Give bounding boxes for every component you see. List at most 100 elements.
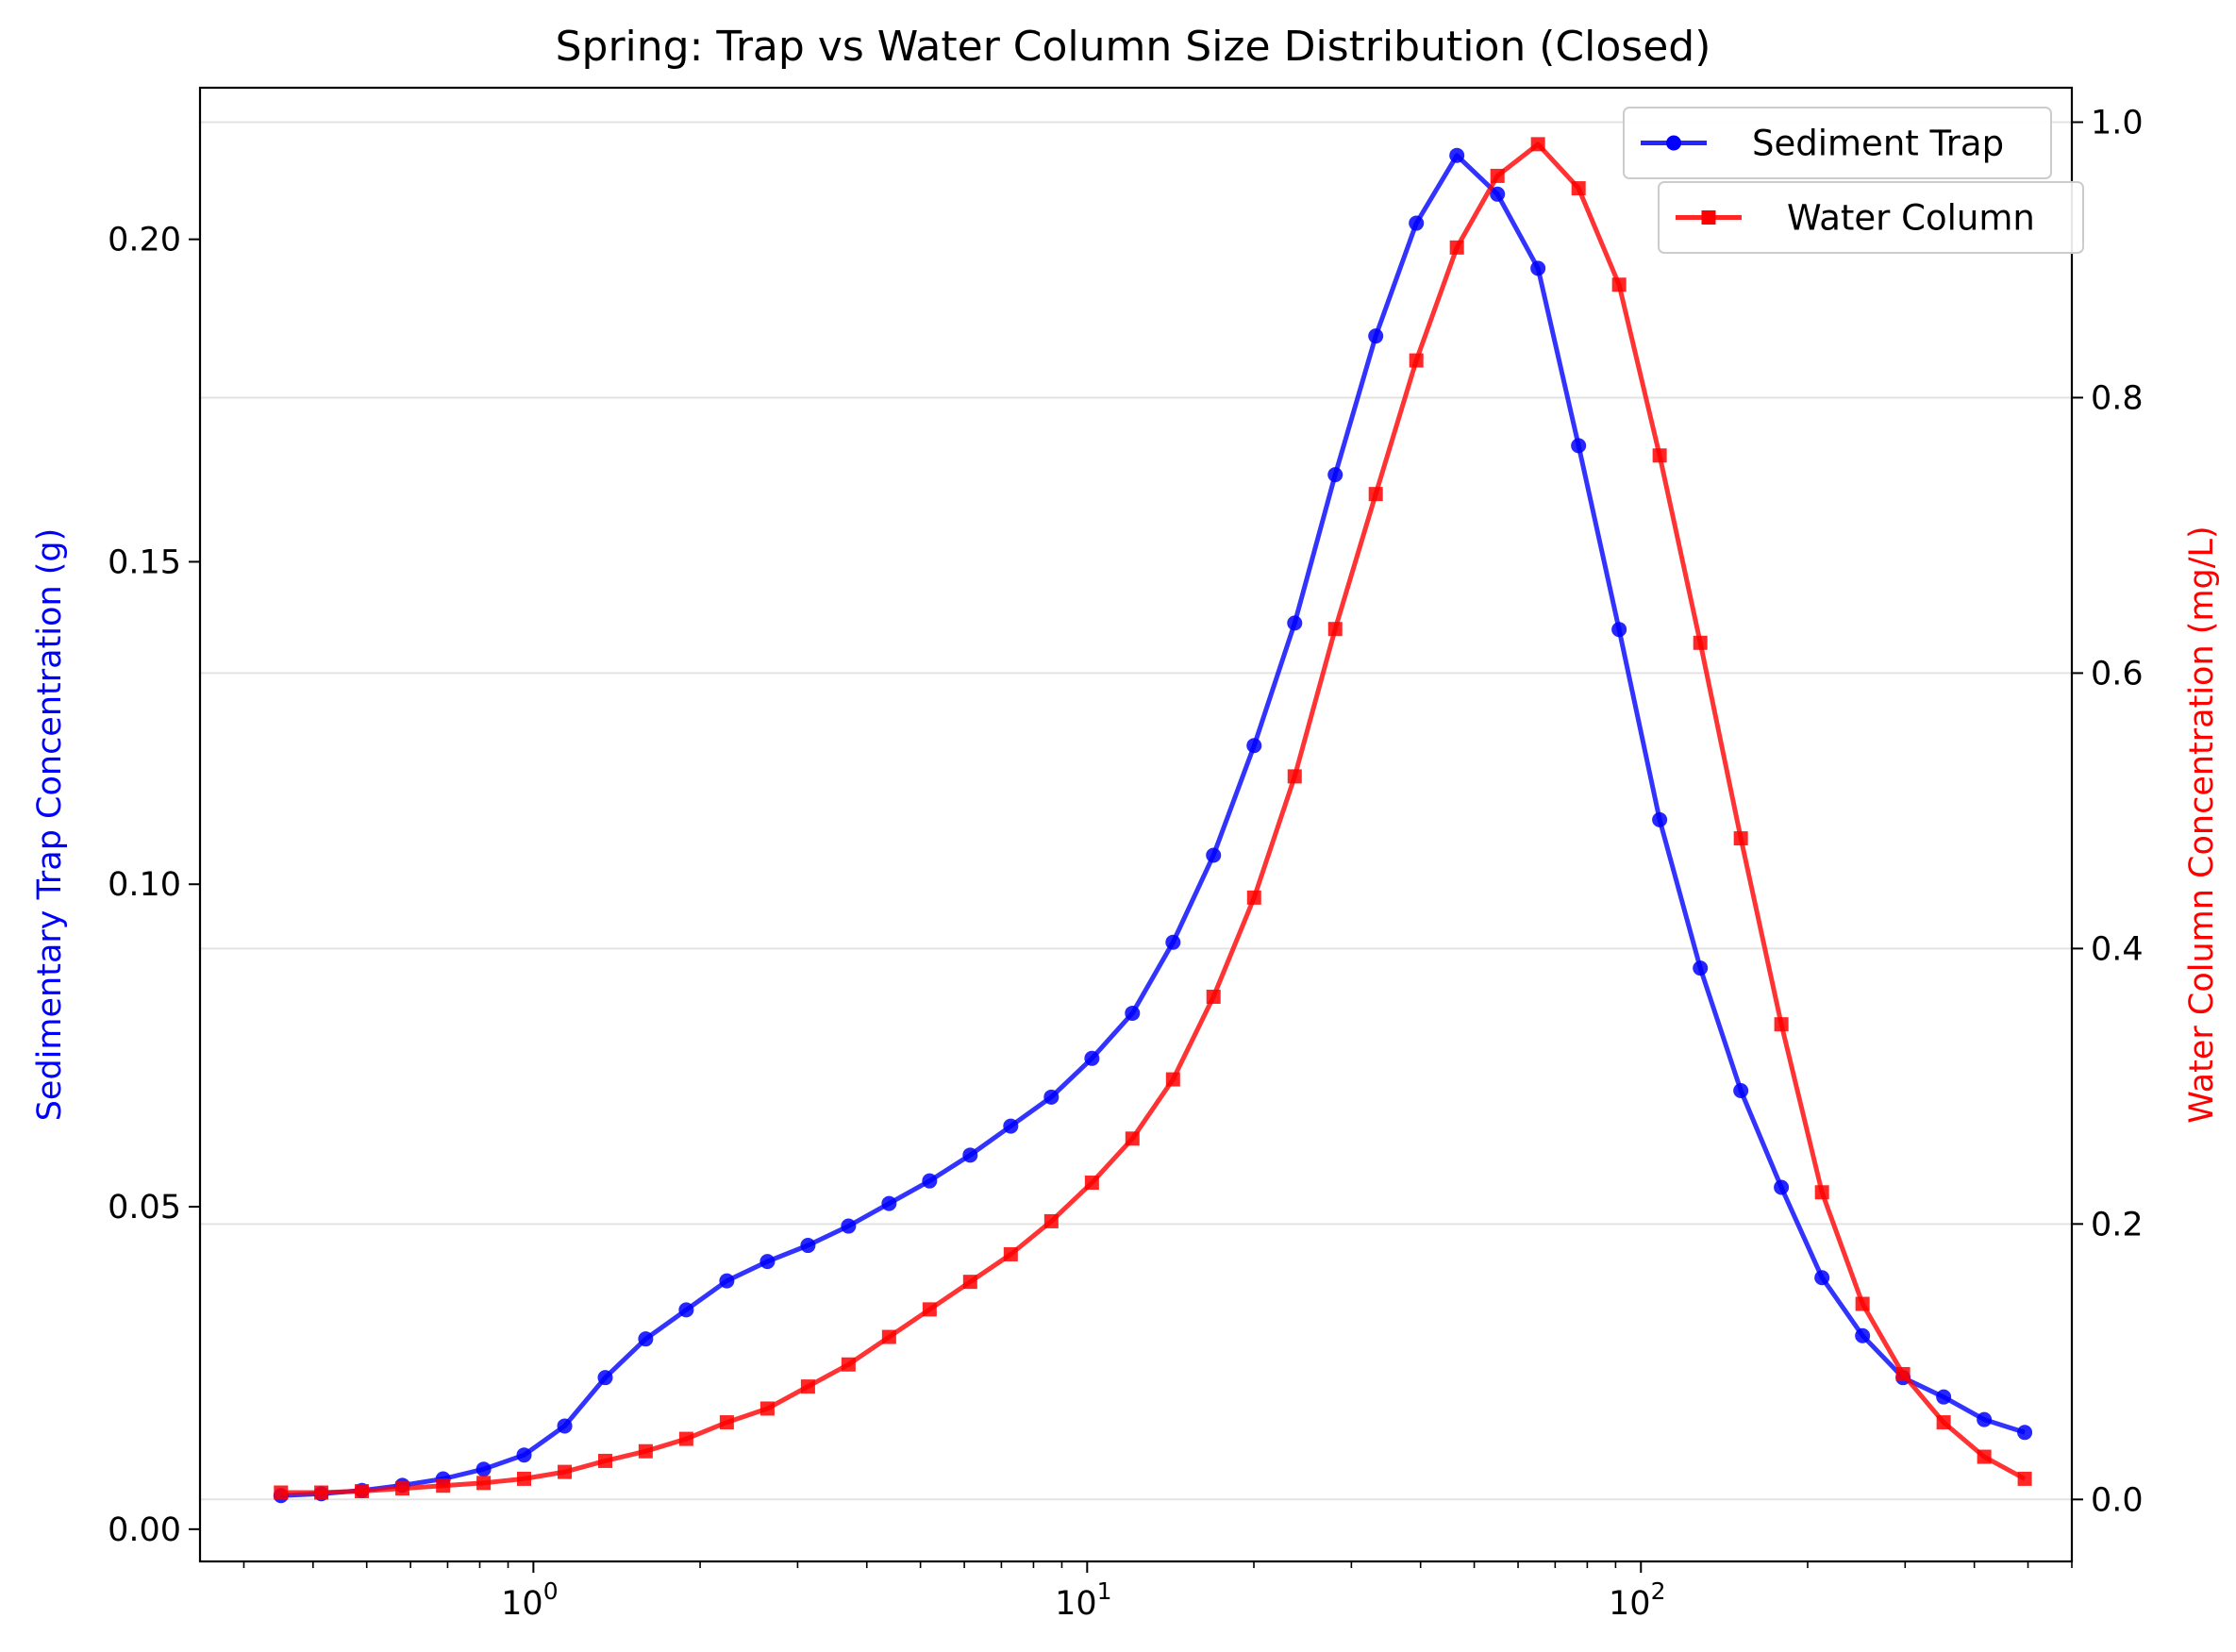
data-point [1530,260,1546,276]
chart-title: Spring: Trap vs Water Column Size Distri… [556,23,1711,71]
data-point [1733,831,1748,846]
axes: 0.00 0.05 0.10 0.15 0.20 0.0 0.2 0.4 0.6 0.8 1.0 10… [108,104,2144,1623]
x-tick-label: 102 [1609,1577,1665,1623]
data-point [1368,487,1383,502]
right-tick-label: 0.0 [2091,1481,2144,1519]
data-point [516,1447,532,1463]
data-point [1652,448,1667,463]
data-point [638,1443,653,1459]
data-point [678,1302,694,1318]
legend: Sediment Trap Water Column [1623,107,2084,254]
left-tick-label: 0.00 [108,1511,181,1549]
right-tick-label: 0.4 [2091,930,2144,968]
data-point [1490,186,1506,202]
data-point [841,1357,856,1372]
data-point [1125,1131,1140,1146]
data-point [1246,738,1262,754]
left-tick-label: 0.20 [108,222,181,259]
data-point [1611,277,1627,292]
data-point [1936,1415,1951,1430]
legend-box [1623,107,2052,179]
data-point [476,1461,492,1477]
data-point [517,1471,532,1486]
data-point [1774,1179,1790,1195]
data-point [1327,622,1343,637]
data-point [557,1418,573,1434]
data-point [638,1331,654,1347]
data-point [1287,615,1303,631]
data-point [841,1218,857,1234]
data-point [1814,1185,1829,1200]
right-tick-label: 0.6 [2091,655,2144,693]
data-point [962,1147,978,1163]
legend-box [1658,181,2084,254]
data-point [274,1485,289,1500]
data-point [1977,1449,1992,1464]
data-point [1490,168,1505,183]
data-point [558,1464,573,1479]
data-point [962,1275,977,1290]
data-point [800,1238,816,1254]
data-point [1327,467,1343,483]
right-tick-label: 1.0 [2091,104,2144,142]
data-point [719,1415,734,1430]
data-point [1084,1176,1099,1191]
data-point [800,1379,815,1394]
data-point [1003,1118,1019,1134]
data-point [1449,147,1465,163]
data-point [1855,1327,1871,1343]
data-point [1530,137,1545,152]
data-point [759,1401,775,1416]
data-point [355,1484,370,1499]
data-point [1571,438,1587,454]
plot-frame [198,86,2074,1563]
legend-entry: Water Column [1658,181,2084,254]
series-line [280,153,2026,1498]
legend-marker [1701,210,1716,225]
legend-entry: Sediment Trap [1623,107,2052,179]
data-point [1895,1366,1911,1381]
left-tick-label: 0.10 [108,866,181,904]
data-point [1246,890,1261,905]
data-point [1084,1050,1100,1066]
plot-series [273,137,2033,1504]
data-point [2017,1471,2032,1486]
data-point [922,1302,937,1317]
right-tick-label: 0.8 [2091,379,2144,417]
right-axis-label: Water Column Concentration (mg/L) [2183,526,2221,1123]
legend-label: Sediment Trap [1752,124,2004,164]
data-point [1652,811,1668,827]
data-point [597,1370,613,1386]
x-tick-label: 100 [501,1577,558,1623]
data-point [597,1453,612,1468]
data-point [759,1254,776,1270]
data-point [1003,1246,1018,1261]
data-point [436,1478,451,1493]
series-water-column [274,137,2032,1500]
data-point [719,1273,735,1289]
left-tick-label: 0.15 [108,543,181,581]
data-point [1409,215,1425,231]
data-point [1165,1072,1180,1087]
data-point [1693,960,1709,976]
data-point [678,1431,693,1446]
data-point [1287,769,1302,784]
data-point [1977,1411,1993,1427]
data-point [922,1173,938,1189]
x-tick-label: 101 [1055,1577,1111,1623]
data-point [1814,1270,1830,1286]
data-point [881,1329,896,1344]
data-point [2017,1425,2033,1441]
data-point [1571,181,1586,196]
data-point [1774,1017,1789,1032]
data-point [1206,989,1221,1004]
right-tick-label: 0.2 [2091,1206,2144,1243]
data-point [1368,328,1384,344]
left-tick-label: 0.05 [108,1189,181,1226]
data-point [1855,1296,1870,1311]
data-point [1125,1005,1141,1021]
data-point [1206,847,1222,863]
data-point [395,1481,410,1496]
